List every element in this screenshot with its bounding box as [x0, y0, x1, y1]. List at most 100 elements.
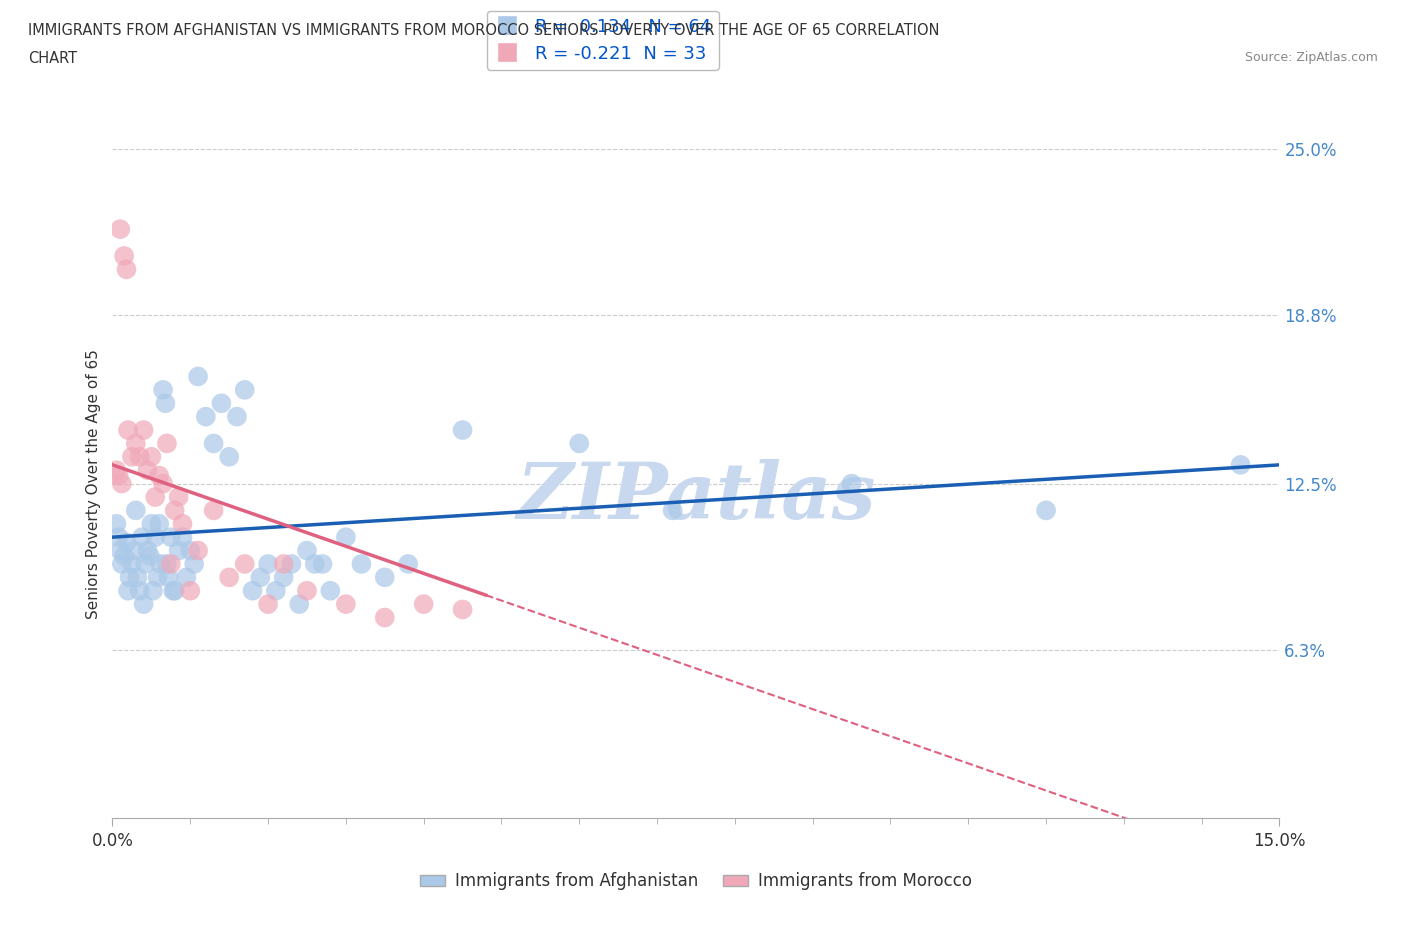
Point [374, 570, 396, 585]
Point [257, 597, 280, 612]
Point [110, 543, 132, 558]
Point [132, 597, 155, 612]
Text: Source: ZipAtlas.com: Source: ZipAtlas.com [1244, 51, 1378, 64]
Point [141, 449, 163, 464]
Point [163, 503, 186, 518]
Point [451, 422, 474, 437]
Point [110, 221, 132, 236]
Point [162, 583, 184, 598]
Point [280, 556, 302, 571]
Point [121, 556, 143, 571]
Point [112, 549, 135, 564]
Point [176, 570, 198, 585]
Point [152, 476, 174, 491]
Point [148, 516, 170, 531]
Point [105, 516, 128, 531]
Point [264, 583, 287, 598]
Point [350, 556, 373, 571]
Point [257, 556, 280, 571]
Point [143, 489, 166, 504]
Point [335, 597, 357, 612]
Point [179, 583, 201, 598]
Point [335, 530, 357, 545]
Point [111, 556, 134, 571]
Point [128, 449, 150, 464]
Point [111, 476, 134, 491]
Point [127, 570, 149, 585]
Point [218, 570, 240, 585]
Point [136, 463, 159, 478]
Point [118, 570, 141, 585]
Point [841, 476, 863, 491]
Point [141, 516, 163, 531]
Point [396, 556, 419, 571]
Point [374, 610, 396, 625]
Point [218, 449, 240, 464]
Point [1229, 458, 1251, 472]
Point [451, 602, 474, 617]
Point [233, 556, 256, 571]
Point [149, 556, 172, 571]
Point [194, 409, 217, 424]
Point [160, 530, 183, 545]
Point [112, 248, 135, 263]
Point [146, 570, 169, 585]
Point [412, 597, 434, 612]
Point [167, 489, 190, 504]
Point [143, 530, 166, 545]
Point [105, 463, 128, 478]
Point [273, 570, 295, 585]
Point [187, 369, 209, 384]
Point [202, 503, 225, 518]
Point [163, 583, 186, 598]
Point [183, 556, 205, 571]
Point [295, 583, 318, 598]
Point [304, 556, 326, 571]
Point [249, 570, 271, 585]
Point [311, 556, 333, 571]
Point [115, 535, 138, 550]
Point [167, 543, 190, 558]
Point [273, 556, 295, 571]
Point [209, 396, 232, 411]
Point [568, 436, 591, 451]
Point [172, 516, 194, 531]
Point [136, 543, 159, 558]
Point [288, 597, 311, 612]
Text: CHART: CHART [28, 51, 77, 66]
Point [122, 543, 145, 558]
Point [121, 449, 143, 464]
Point [233, 382, 256, 397]
Point [295, 543, 318, 558]
Point [115, 262, 138, 277]
Point [202, 436, 225, 451]
Point [1035, 503, 1057, 518]
Point [107, 530, 129, 545]
Point [134, 556, 156, 571]
Point [148, 468, 170, 483]
Y-axis label: Seniors Poverty Over the Age of 65: Seniors Poverty Over the Age of 65 [86, 349, 101, 618]
Point [155, 396, 177, 411]
Point [132, 422, 155, 437]
Point [226, 409, 249, 424]
Point [187, 543, 209, 558]
Point [319, 583, 342, 598]
Point [156, 436, 179, 451]
Point [160, 556, 183, 571]
Point [125, 436, 148, 451]
Point [117, 583, 139, 598]
Text: ZIPatlas: ZIPatlas [516, 458, 876, 536]
Point [156, 556, 179, 571]
Text: IMMIGRANTS FROM AFGHANISTAN VS IMMIGRANTS FROM MOROCCO SENIORS POVERTY OVER THE : IMMIGRANTS FROM AFGHANISTAN VS IMMIGRANT… [28, 23, 939, 38]
Point [142, 583, 165, 598]
Point [131, 530, 153, 545]
Point [125, 503, 148, 518]
Point [128, 583, 150, 598]
Point [157, 570, 180, 585]
Point [172, 530, 194, 545]
Point [179, 543, 201, 558]
Point [152, 382, 174, 397]
Point [117, 422, 139, 437]
Legend: Immigrants from Afghanistan, Immigrants from Morocco: Immigrants from Afghanistan, Immigrants … [413, 866, 979, 897]
Point [242, 583, 264, 598]
